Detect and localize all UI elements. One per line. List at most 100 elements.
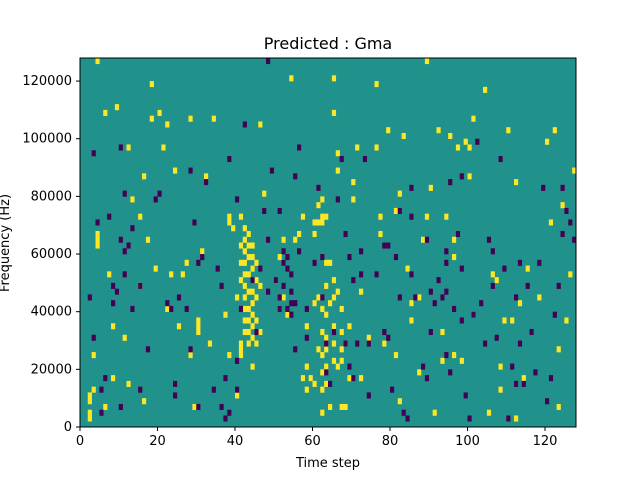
heatmap-cell-low [560,184,565,191]
heatmap-cell-high [246,230,251,238]
heatmap-cell-high [95,236,100,243]
heatmap-cell-low [510,363,515,370]
heatmap-cell-low [517,259,523,266]
heatmap-cell-high [142,398,147,405]
heatmap-cell-low [273,277,278,284]
heatmap-cell-high [95,242,100,249]
heatmap-cell-high [246,317,251,324]
heatmap-cell-low [118,236,123,243]
heatmap-cell-high [246,254,251,261]
heatmap-cell-high [459,357,464,364]
heatmap-cell-low [541,184,546,191]
heatmap-cell-high [138,213,143,220]
heatmap-cell-high [335,288,340,295]
heatmap-cell-low [107,213,112,220]
heatmap-cell-high [246,242,251,249]
heatmap-cell-high [572,167,577,174]
heatmap-cell-high [556,346,561,353]
heatmap-cell-low [250,277,255,284]
heatmap-cell-high [169,271,174,278]
heatmap-cell-high [103,403,108,411]
heatmap-cell-low [153,196,158,203]
heatmap-cell-high [490,271,495,278]
heatmap-cell-low [448,369,453,376]
heatmap-cell-high [227,213,232,220]
heatmap-cell-high [126,144,131,151]
heatmap-cell-high [316,202,321,209]
heatmap-cell-high [161,144,166,151]
heatmap-cell-low [242,121,247,128]
heatmap-cell-high [300,213,306,220]
heatmap-cell-high [355,144,360,151]
heatmap-cell-low [397,294,402,301]
heatmap-cell-low [277,305,282,312]
heatmap-cell-low [211,386,216,393]
heatmap-cell-high [452,236,457,243]
heatmap-cell-high [211,115,216,122]
heatmap-cell-low [285,254,290,261]
heatmap-cell-high [180,271,185,278]
heatmap-cell-low [328,380,333,387]
heatmap-cell-low [459,265,464,272]
heatmap-cell-low [320,294,325,301]
heatmap-cell-high [258,328,263,336]
heatmap-cell-high [304,323,309,330]
heatmap-cell-high [91,352,96,359]
heatmap-cell-high [262,190,267,197]
heatmap-cell-high [111,323,116,330]
heatmap-cell-low [188,167,193,174]
x-tick-label: 0 [76,434,84,449]
heatmap-cell-low [87,294,92,301]
x-tick-label: 80 [382,434,399,449]
heatmap-cell-low [545,398,550,405]
heatmap-cell-high [130,196,135,203]
heatmap-cell-low [235,196,240,203]
heatmap-cell-low [316,184,321,191]
heatmap-cell-low [281,282,286,289]
y-tick-label: 0 [64,420,72,435]
heatmap-cell-low [359,271,364,278]
heatmap-cell-high [331,294,337,301]
heatmap-cell-high [231,225,236,232]
heatmap-cell-high [324,259,329,266]
heatmap-cell-low [215,265,220,272]
heatmap-cell-high [409,300,414,307]
heatmap-cell-high [335,150,340,157]
heatmap-cell-high [393,352,399,359]
heatmap-cell-low [91,334,96,341]
heatmap-cell-high [242,328,247,336]
heatmap-cell-high [235,294,240,301]
heatmap-cell-high [378,213,383,220]
heatmap-cell-high [417,369,422,376]
heatmap-cell-high [242,282,247,289]
heatmap-cell-low [552,311,557,318]
heatmap-cell-low [401,409,406,416]
heatmap-cell-low [254,328,259,336]
heatmap-cell-high [246,305,251,312]
heatmap-cell-high [324,363,329,370]
heatmap-cell-high [316,219,321,226]
heatmap-cell-high [397,190,402,197]
heatmap-cell-low [444,288,449,295]
heatmap-cell-low [188,346,193,353]
heatmap-cell-high [242,294,247,301]
heatmap-cell-high [165,121,170,128]
heatmap-cell-high [324,334,329,341]
heatmap-cell-low [428,288,433,295]
heatmap-cell-low [517,340,523,347]
heatmap-cell-low [405,415,410,422]
heatmap-cell-low [138,386,143,393]
y-tick-label: 120000 [22,74,72,89]
heatmap-cell-low [157,190,162,197]
heatmap-cell-low [335,196,340,203]
heatmap-cell-high [444,213,449,220]
heatmap-cell-low [235,386,240,393]
heatmap-cell-low [324,340,329,347]
heatmap-cell-high [285,311,290,318]
heatmap-cell-low [374,271,379,278]
heatmap-cell-high [568,271,573,278]
heatmap-cell-high [238,242,244,249]
heatmap-cell-low [289,288,294,295]
heatmap-cell-high [207,340,213,347]
